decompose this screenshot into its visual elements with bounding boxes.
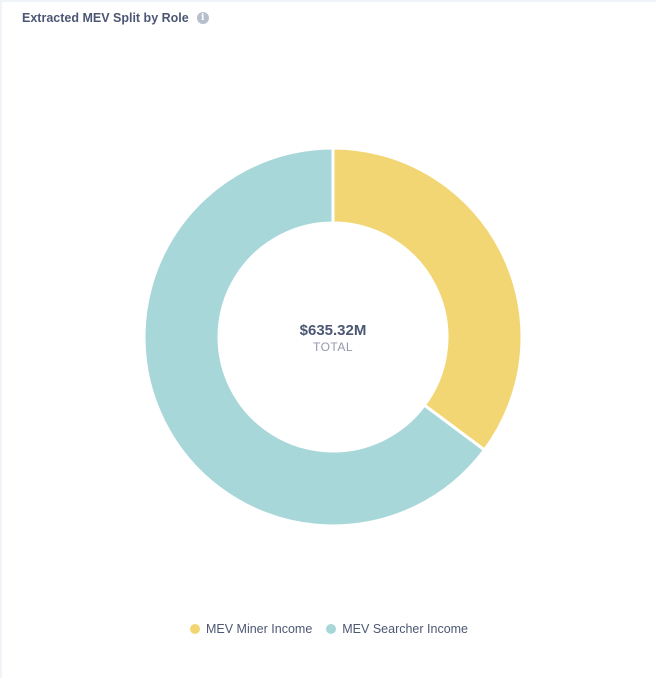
donut-slice-searcher[interactable] [142,146,487,528]
center-total-label: TOTAL [313,340,353,354]
legend-label-searcher: MEV Searcher Income [342,622,469,636]
center-total-value: $635.32M [300,322,367,339]
chart-legend: MEV Miner Income MEV Searcher Income [0,622,658,636]
donut-slice-miner[interactable] [331,146,524,453]
legend-dot-searcher [326,624,337,634]
donut-chart: $635.32M TOTAL [142,146,524,528]
legend-label-miner: MEV Miner Income [205,622,313,636]
legend-dot-miner [189,624,200,634]
donut-slices [142,146,524,528]
card-header: Extracted MEV Split by Role i [22,11,209,25]
info-icon[interactable]: i [196,12,209,24]
card-title: Extracted MEV Split by Role [22,11,189,25]
legend-item-miner[interactable]: MEV Miner Income [189,622,313,636]
legend-item-searcher[interactable]: MEV Searcher Income [326,622,468,636]
